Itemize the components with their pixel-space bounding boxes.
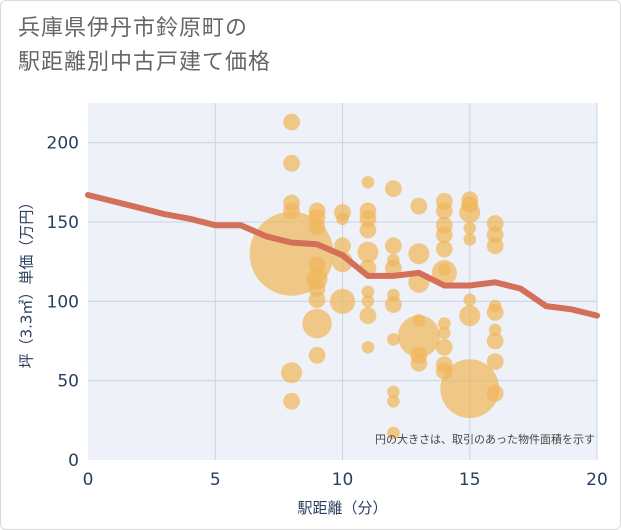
chart-title-line-2: 駅距離別中古戸建て価格 — [18, 50, 272, 75]
x-tick-label: 10 — [332, 470, 354, 490]
data-bubble — [334, 237, 351, 255]
data-bubble — [486, 384, 504, 402]
bubble-series — [249, 113, 504, 440]
data-bubble — [438, 317, 451, 330]
data-bubble — [336, 212, 349, 226]
chart-title-line-1: 兵庫県伊丹市鈴原町の — [18, 16, 249, 41]
x-tick-label: 0 — [83, 470, 94, 490]
data-bubble — [283, 113, 300, 131]
data-bubble — [463, 293, 477, 307]
x-tick-label: 20 — [586, 470, 608, 490]
size-annotation: 円の大きさは、取引のあった物件面積を示す — [375, 432, 595, 446]
data-bubble — [440, 359, 500, 418]
data-bubble — [283, 392, 300, 410]
data-bubble — [387, 394, 400, 408]
data-bubble — [308, 218, 326, 236]
data-bubble — [308, 256, 326, 274]
data-bubble — [308, 346, 326, 364]
data-bubble — [387, 253, 400, 267]
data-bubble — [387, 385, 400, 399]
data-bubble — [283, 154, 300, 172]
data-bubble — [488, 299, 502, 313]
data-bubble — [435, 362, 453, 380]
data-bubble — [359, 221, 377, 239]
data-bubble — [435, 240, 453, 258]
data-bubble — [357, 241, 379, 263]
trend-line — [85, 192, 600, 319]
y-axis-title: 坪（3.3㎡）単価（万円） — [18, 195, 36, 369]
data-bubble — [438, 326, 451, 340]
x-axis-title: 駅距離（分） — [297, 499, 387, 517]
x-tick-label: 5 — [210, 470, 221, 490]
data-bubble — [387, 426, 400, 440]
data-bubble — [488, 323, 502, 337]
data-bubble — [302, 308, 332, 339]
data-bubble — [412, 314, 426, 327]
data-bubble — [385, 237, 402, 255]
data-bubble — [308, 291, 326, 309]
data-bubble — [408, 243, 430, 265]
y-tick-label: 150 — [47, 213, 79, 233]
x-tick-label: 15 — [459, 470, 481, 490]
data-bubble — [463, 233, 477, 246]
data-bubble — [361, 341, 375, 354]
data-bubble — [435, 338, 453, 356]
data-bubble — [361, 176, 375, 189]
data-bubble — [397, 315, 440, 358]
data-bubble — [359, 307, 377, 325]
data-bubble — [410, 197, 428, 215]
data-bubble — [385, 180, 402, 198]
data-bubble — [281, 362, 303, 384]
data-bubble — [435, 226, 453, 244]
data-bubble — [385, 296, 402, 313]
data-bubble — [361, 285, 375, 299]
y-tick-label: 200 — [47, 134, 79, 154]
data-bubble — [486, 353, 504, 371]
data-bubble — [329, 288, 356, 314]
data-bubble — [435, 202, 453, 220]
y-tick-label: 0 — [68, 451, 79, 471]
data-bubble — [459, 305, 481, 327]
data-bubble — [361, 295, 375, 308]
data-bubble — [438, 263, 451, 276]
data-bubble — [461, 196, 479, 213]
data-bubble — [410, 354, 428, 372]
y-tick-label: 100 — [47, 292, 79, 312]
data-bubble — [486, 332, 504, 350]
data-bubble — [486, 237, 504, 255]
data-bubble — [387, 288, 400, 302]
y-tick-label: 50 — [57, 372, 79, 392]
data-bubble — [387, 333, 400, 346]
chart-title: 兵庫県伊丹市鈴原町の 駅距離別中古戸建て価格 — [18, 12, 271, 80]
data-bubble — [463, 222, 477, 235]
data-bubble — [283, 202, 300, 220]
